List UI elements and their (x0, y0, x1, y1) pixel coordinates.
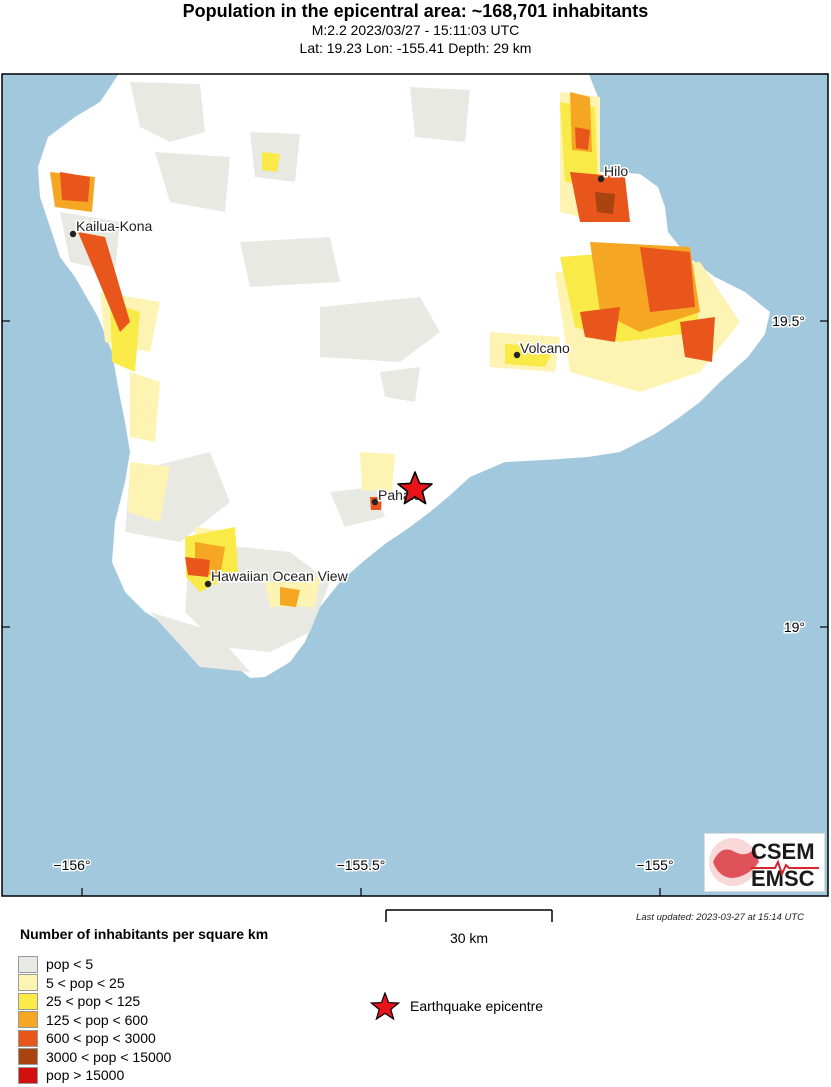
legend-swatch (18, 1011, 38, 1028)
legend-item: 600 < pop < 3000 (18, 1029, 156, 1047)
density-600-3000 (60, 127, 715, 577)
legend-swatch (18, 1066, 38, 1084)
event-magnitude-time: M:2.2 2023/03/27 - 15:11:03 UTC (311, 22, 520, 38)
legend-swatch (18, 992, 38, 1010)
lon-tick-155-5: −155.5° (337, 857, 386, 873)
city-label-kailua-kona: Kailua-Kona (76, 218, 152, 234)
legend-label: 3000 < pop < 15000 (46, 1048, 172, 1065)
legend-label: 600 < pop < 3000 (46, 1030, 156, 1046)
legend-label: 25 < pop < 125 (46, 993, 141, 1009)
legend-label: 5 < pop < 25 (46, 974, 125, 991)
epicentre-legend-star-icon (370, 992, 400, 1020)
density-3000-15000 (595, 192, 615, 214)
legend-swatch (18, 1029, 38, 1047)
event-location: Lat: 19.23 Lon: -155.41 Depth: 29 km (299, 40, 532, 56)
legend-swatch (18, 974, 38, 991)
graticule-ticks (2, 320, 828, 896)
legend-swatch (18, 1048, 38, 1065)
legend-item: 3000 < pop < 15000 (18, 1048, 171, 1066)
legend-item: 125 < pop < 600 (18, 1011, 148, 1029)
legend-label: pop > 15000 (46, 1067, 125, 1083)
city-label-ocean-view: Hawaiian Ocean View (211, 568, 349, 584)
population-map: Kailua-Kona Hilo Volcano Pahala Hawaiian… (1, 73, 829, 897)
map-title: Population in the epicentral area: ~168,… (182, 1, 649, 21)
legend-item: 25 < pop < 125 (18, 992, 140, 1010)
scale-bar (385, 909, 553, 922)
legend-title: Number of inhabitants per square km (20, 926, 269, 942)
city-label-hilo: Hilo (604, 163, 628, 179)
epicentre-legend-label: Earthquake epicentre (410, 998, 544, 1014)
scale-bar-label: 30 km (449, 930, 489, 946)
epicentre-star (397, 471, 433, 505)
legend-item: pop > 15000 (18, 1066, 124, 1084)
legend-item: 5 < pop < 25 (18, 974, 125, 992)
lat-tick-19: 19° (784, 619, 805, 635)
legend-item: pop < 5 (18, 955, 93, 973)
legend-label: pop < 5 (46, 956, 94, 972)
last-updated: Last updated: 2023-03-27 at 15:14 UTC (636, 912, 804, 923)
city-markers (69, 175, 605, 588)
emsc-logo: CSEM EMSC (704, 833, 825, 892)
svg-text:CSEM: CSEM (751, 839, 815, 864)
lon-tick-156: −156° (53, 857, 90, 873)
city-label-volcano: Volcano (520, 340, 570, 356)
epicentre-legend: Earthquake epicentre (370, 992, 543, 1020)
legend-swatch (18, 955, 38, 973)
legend-label: 125 < pop < 600 (46, 1011, 148, 1028)
lat-tick-19-5: 19.5° (772, 313, 805, 329)
lon-tick-155: −155° (636, 857, 673, 873)
